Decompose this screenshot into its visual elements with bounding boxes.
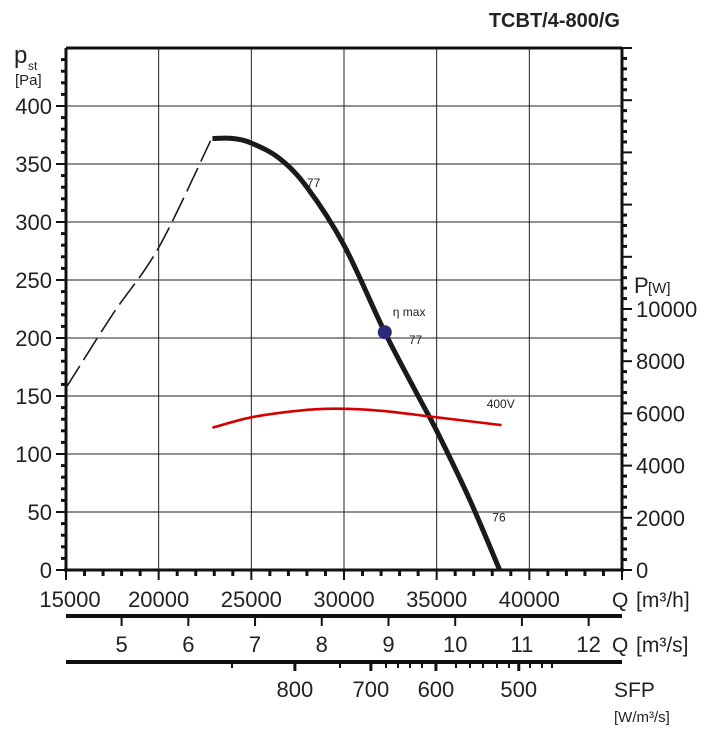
y2-tick-label: 8000 bbox=[636, 349, 685, 374]
series-stall-region bbox=[65, 140, 212, 389]
q-m3s-tick-label: 11 bbox=[510, 632, 533, 657]
sfp-axis-unit: [W/m³/s] bbox=[614, 709, 670, 726]
sfp-axis-label: SFP bbox=[614, 679, 655, 702]
y-tick-label: 50 bbox=[28, 500, 52, 525]
x-tick-label: 35000 bbox=[406, 587, 467, 612]
y2-axis-unit: [W] bbox=[648, 280, 671, 297]
x-tick-label: 40000 bbox=[499, 587, 560, 612]
y-tick-label: 0 bbox=[40, 558, 52, 583]
max-efficiency-label: η max bbox=[393, 305, 426, 319]
q-m3s-tick-label: 12 bbox=[576, 632, 600, 657]
y-tick-label: 200 bbox=[15, 326, 52, 351]
q-m3s-tick-label: 10 bbox=[443, 632, 467, 657]
sfp-tick-label: 700 bbox=[353, 677, 390, 702]
y-tick-label: 400 bbox=[15, 94, 52, 119]
q-m3s-tick-label: 8 bbox=[316, 632, 328, 657]
series-400v bbox=[212, 407, 502, 430]
series-pressure-curve bbox=[212, 135, 502, 571]
y-tick-label: 250 bbox=[15, 268, 52, 293]
y-tick-label: 150 bbox=[15, 384, 52, 409]
q-m3s-tick-label: 9 bbox=[382, 632, 394, 657]
curve-annotation: 400V bbox=[487, 397, 515, 411]
q-m3s-axis-label: Q bbox=[612, 634, 628, 657]
y-tick-label: 350 bbox=[15, 152, 52, 177]
max-efficiency-point bbox=[377, 325, 392, 340]
y-axis-unit: [Pa] bbox=[15, 72, 42, 89]
curve-annotation: 77 bbox=[307, 176, 321, 190]
y2-tick-label: 6000 bbox=[636, 401, 685, 426]
y2-tick-label: 0 bbox=[636, 558, 648, 583]
y2-tick-label: 4000 bbox=[636, 454, 685, 479]
q-m3s-tick-label: 6 bbox=[182, 632, 194, 657]
sfp-tick-label: 600 bbox=[418, 677, 455, 702]
chart-title: TCBT/4-800/G bbox=[489, 10, 620, 32]
x-tick-label: 25000 bbox=[221, 587, 282, 612]
sfp-tick-label: 800 bbox=[277, 677, 314, 702]
curve-annotation: 76 bbox=[492, 510, 506, 524]
q-m3s-axis-unit: [m³/s] bbox=[636, 634, 689, 657]
y-axis-label: p bbox=[14, 42, 27, 69]
y2-tick-label: 10000 bbox=[636, 297, 697, 322]
x-tick-label: 30000 bbox=[313, 587, 374, 612]
q-m3s-tick-label: 5 bbox=[115, 632, 127, 657]
y-tick-label: 300 bbox=[15, 210, 52, 235]
x-tick-label: 15000 bbox=[39, 587, 100, 612]
y-axis-label-subscript: st bbox=[28, 59, 38, 73]
y-tick-label: 100 bbox=[15, 442, 52, 467]
y2-tick-label: 2000 bbox=[636, 506, 685, 531]
sfp-tick-label: 500 bbox=[500, 677, 537, 702]
x-tick-label: 20000 bbox=[128, 587, 189, 612]
y2-axis-label: P bbox=[634, 273, 649, 298]
q-m3s-tick-label: 7 bbox=[249, 632, 261, 657]
x-axis-label: Q bbox=[612, 589, 628, 612]
curve-annotation: 77 bbox=[409, 333, 423, 347]
x-axis-unit: [m³/h] bbox=[636, 589, 690, 612]
